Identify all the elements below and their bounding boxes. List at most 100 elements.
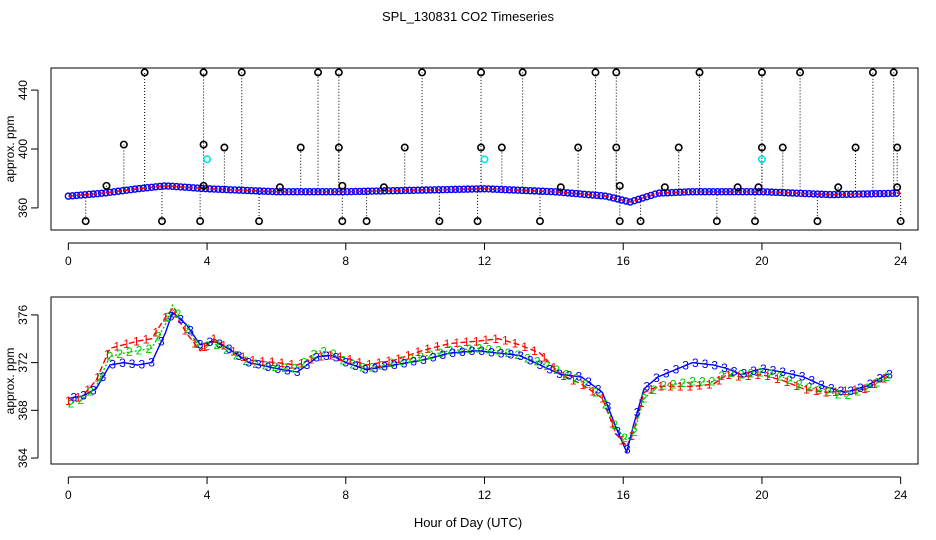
series-marker-1: 1 bbox=[648, 382, 655, 396]
series-marker-3: 3 bbox=[653, 371, 660, 385]
series-marker-3: 3 bbox=[789, 367, 796, 381]
data-point bbox=[643, 193, 651, 201]
series-marker-1: 1 bbox=[356, 356, 363, 370]
series-marker-3: 3 bbox=[313, 351, 320, 365]
series-marker-3: 3 bbox=[779, 365, 786, 379]
series-marker-1: 1 bbox=[861, 382, 868, 396]
series-marker-2: 2 bbox=[563, 367, 570, 381]
series-marker-2: 2 bbox=[175, 307, 182, 321]
series-marker-3: 3 bbox=[323, 349, 330, 363]
series-marker-2: 2 bbox=[524, 351, 531, 365]
outlier-point bbox=[237, 68, 246, 77]
series-marker-2: 2 bbox=[184, 322, 191, 336]
series-marker-3: 3 bbox=[702, 357, 709, 371]
x-tick-label: 16 bbox=[617, 254, 631, 268]
data-point bbox=[226, 186, 235, 194]
series-marker-2: 2 bbox=[379, 358, 386, 372]
series-marker-1: 1 bbox=[162, 310, 169, 324]
outlier-point bbox=[140, 68, 149, 77]
series-marker-1: 1 bbox=[463, 335, 470, 349]
series-marker-3: 3 bbox=[508, 347, 515, 361]
series-marker-2: 2 bbox=[767, 367, 774, 381]
series-marker-2: 2 bbox=[680, 376, 687, 390]
series-marker-3: 3 bbox=[245, 356, 252, 370]
series-marker-2: 2 bbox=[320, 345, 327, 359]
series-marker-3: 3 bbox=[614, 424, 621, 438]
outlier-point bbox=[199, 181, 208, 190]
y-tick-label: 364 bbox=[16, 448, 30, 468]
outlier-point bbox=[868, 68, 877, 77]
x-tick-label: 20 bbox=[755, 254, 769, 268]
series-marker-1: 1 bbox=[308, 352, 315, 366]
outlier-point bbox=[712, 217, 721, 226]
series-marker-2: 2 bbox=[592, 385, 599, 399]
series-marker-1: 1 bbox=[376, 356, 383, 370]
series-marker-1: 1 bbox=[133, 334, 140, 348]
series-marker-2: 2 bbox=[602, 397, 609, 411]
series-marker-1: 1 bbox=[745, 369, 752, 383]
series-marker-3: 3 bbox=[255, 358, 262, 372]
data-point bbox=[418, 186, 426, 194]
series-marker-2: 2 bbox=[359, 360, 366, 374]
series-marker-3: 3 bbox=[304, 358, 311, 372]
series-marker-3: 3 bbox=[274, 362, 281, 376]
series-marker-2: 2 bbox=[194, 337, 201, 351]
series-marker-2: 2 bbox=[223, 343, 230, 357]
series-marker-2: 2 bbox=[495, 344, 502, 358]
series-marker-2: 2 bbox=[582, 377, 589, 391]
data-point bbox=[776, 188, 784, 197]
series-marker-2: 2 bbox=[631, 425, 638, 439]
series-marker-2: 2 bbox=[388, 356, 395, 370]
series-marker-2: 2 bbox=[262, 358, 269, 372]
data-point bbox=[634, 195, 643, 204]
data-point bbox=[426, 186, 435, 194]
outlier-point bbox=[157, 217, 166, 226]
series-marker-2: 2 bbox=[641, 391, 648, 405]
outlier-point bbox=[612, 68, 621, 77]
panel-2-y-axis: 364 368 372 376 bbox=[16, 305, 39, 468]
series-marker-1: 1 bbox=[434, 340, 441, 354]
series-marker-2: 2 bbox=[466, 342, 473, 356]
series-marker-3: 3 bbox=[818, 378, 825, 392]
series-marker-3: 3 bbox=[750, 364, 757, 378]
series-marker-2: 2 bbox=[213, 338, 220, 352]
data-point bbox=[767, 188, 776, 196]
series-marker-3: 3 bbox=[760, 362, 767, 376]
outlier-point bbox=[296, 143, 305, 152]
series-marker-1: 1 bbox=[822, 385, 829, 399]
series-marker-2: 2 bbox=[408, 352, 415, 366]
series-marker-1: 1 bbox=[337, 350, 344, 364]
panel-1-frame bbox=[50, 67, 919, 231]
data-point bbox=[122, 186, 131, 194]
outlier-point bbox=[851, 143, 860, 152]
series-marker-1: 1 bbox=[716, 373, 723, 387]
outlier-point bbox=[314, 68, 323, 77]
series-marker-2: 2 bbox=[87, 385, 94, 399]
series-marker-1: 1 bbox=[444, 337, 451, 351]
series-marker-3: 3 bbox=[566, 368, 573, 382]
outlier-point bbox=[102, 181, 111, 190]
series-marker-3: 3 bbox=[809, 374, 816, 388]
y-tick-label: 368 bbox=[16, 400, 30, 420]
series-marker-3: 3 bbox=[624, 442, 631, 456]
outlier-point bbox=[477, 143, 486, 152]
series-marker-1: 1 bbox=[172, 307, 179, 321]
series-marker-1: 1 bbox=[881, 372, 888, 386]
series-marker-3: 3 bbox=[372, 361, 379, 375]
series-marker-3: 3 bbox=[158, 335, 165, 349]
series-marker-3: 3 bbox=[770, 363, 777, 377]
series-marker-3: 3 bbox=[129, 357, 136, 371]
series-marker-1: 1 bbox=[657, 379, 664, 393]
series-marker-2: 2 bbox=[476, 341, 483, 355]
series-marker-3: 3 bbox=[265, 360, 272, 374]
series-marker-2: 2 bbox=[553, 363, 560, 377]
series-marker-3: 3 bbox=[391, 358, 398, 372]
series-marker-2: 2 bbox=[728, 366, 735, 380]
series-marker-1: 1 bbox=[201, 340, 208, 354]
series-marker-3: 3 bbox=[585, 375, 592, 389]
outlier-point bbox=[778, 143, 787, 152]
series-marker-1: 1 bbox=[152, 325, 159, 339]
series-marker-3: 3 bbox=[197, 338, 204, 352]
series-marker-3: 3 bbox=[838, 384, 845, 398]
series-marker-1: 1 bbox=[677, 379, 684, 393]
